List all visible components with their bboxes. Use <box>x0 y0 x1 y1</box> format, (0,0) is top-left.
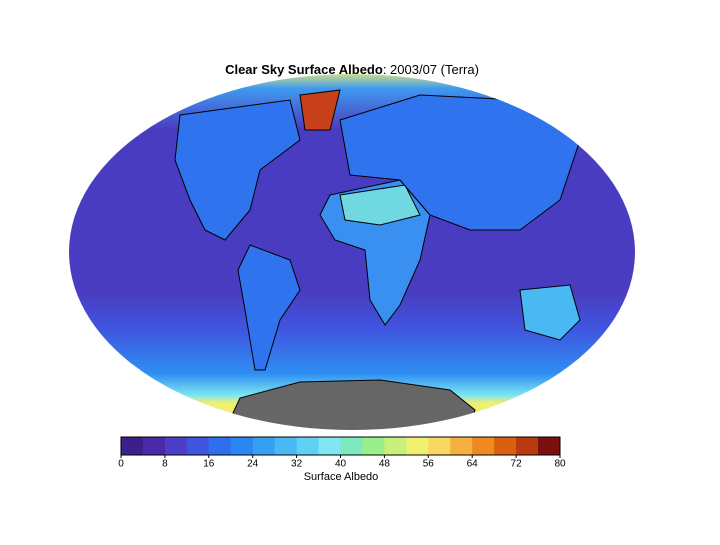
colorbar-segment <box>142 437 166 455</box>
colorbar-segment <box>164 437 188 455</box>
colorbar-segment <box>384 437 407 455</box>
colorbar-segment <box>516 437 539 455</box>
colorbar-segment <box>472 437 495 455</box>
colorbar-tick-label: 56 <box>423 459 435 470</box>
eurasia <box>339 94 581 231</box>
sahara <box>339 184 421 226</box>
colorbar-tick-label: 8 <box>162 459 168 470</box>
colorbar-tick-label: 16 <box>203 459 215 470</box>
colorbar-tick-label: 80 <box>554 459 566 470</box>
colorbar-segment <box>274 437 298 455</box>
map-title: Clear Sky Surface Albedo: 2003/07 (Terra… <box>225 62 479 77</box>
colorbar-tick-label: 72 <box>511 459 523 470</box>
colorbar-segment <box>406 437 429 455</box>
colorbar-segment <box>121 437 144 455</box>
colorbar-segment <box>428 437 451 455</box>
colorbar-segment <box>538 437 561 455</box>
colorbar-segment <box>494 437 517 455</box>
colorbar-segment <box>230 437 254 455</box>
colorbar-segment <box>318 437 341 455</box>
land <box>174 89 581 371</box>
colorbar-segment <box>340 437 363 455</box>
colorbar-tick-label: 40 <box>335 459 347 470</box>
north-america <box>174 99 301 241</box>
colorbar-tick-label: 0 <box>118 459 124 470</box>
colorbar-tick-label: 32 <box>291 459 303 470</box>
colorbar-segment <box>450 437 473 455</box>
greenland <box>299 89 341 131</box>
colorbar-segment <box>296 437 320 455</box>
colorbar-tick-label: 64 <box>467 459 479 470</box>
australia <box>519 284 581 341</box>
south-america <box>237 244 301 371</box>
colorbar-segment <box>252 437 276 455</box>
title-main: Clear Sky Surface Albedo <box>225 62 383 77</box>
colorbar-label: Surface Albedo <box>304 471 379 483</box>
globe <box>69 74 635 430</box>
colorbar-tick-label: 48 <box>379 459 391 470</box>
colorbar: 0 8 16 24 32 40 48 56 64 72 80 <box>118 436 566 470</box>
title-detail: : 2003/07 (Terra) <box>383 62 479 77</box>
colorbar-segment <box>186 437 210 455</box>
colorbar-segment <box>362 437 385 455</box>
colorbar-tick-label: 24 <box>247 459 259 470</box>
colorbar-segment <box>208 437 232 455</box>
